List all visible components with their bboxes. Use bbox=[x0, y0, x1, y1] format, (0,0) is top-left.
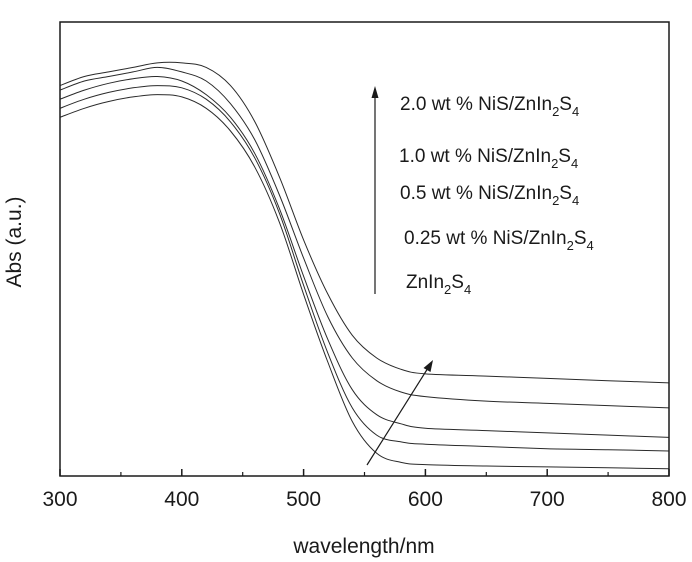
x-tick-label-0: 300 bbox=[42, 488, 77, 511]
x-tick-label-4: 700 bbox=[530, 488, 565, 511]
legend-entry-0: 2.0 wt % NiS/ZnIn2S4 bbox=[400, 94, 579, 119]
x-tick-label-5: 800 bbox=[651, 488, 686, 511]
plot-frame bbox=[59, 21, 670, 477]
series-line-2 bbox=[59, 75, 670, 438]
x-axis-title: wavelength/nm bbox=[292, 535, 434, 558]
series-line-3 bbox=[59, 85, 670, 452]
trend-arrow-head bbox=[423, 360, 433, 372]
annotation-arrows bbox=[366, 86, 433, 466]
legend-entry-3: 0.25 wt % NiS/ZnIn2S4 bbox=[404, 228, 594, 253]
series-line-4 bbox=[59, 94, 670, 470]
trend-arrow-shaft bbox=[366, 367, 429, 466]
series-line-1 bbox=[59, 66, 670, 409]
legend-entry-2: 0.5 wt % NiS/ZnIn2S4 bbox=[400, 183, 579, 208]
legend-entry-1: 1.0 wt % NiS/ZnIn2S4 bbox=[399, 146, 578, 171]
x-tick-label-1: 400 bbox=[164, 488, 199, 511]
legend-entry-4: ZnIn2S4 bbox=[406, 272, 471, 297]
legend: 2.0 wt % NiS/ZnIn2S4 1.0 wt % NiS/ZnIn2S4… bbox=[399, 94, 594, 297]
x-tick-label-2: 500 bbox=[286, 488, 321, 511]
series-layer bbox=[59, 61, 670, 470]
legend-arrow-head bbox=[371, 86, 379, 98]
series-line-0 bbox=[59, 61, 670, 384]
x-axis-ticks: 300 400 500 600 700 800 bbox=[42, 469, 687, 511]
y-axis-title: Abs (a.u.) bbox=[3, 196, 26, 287]
x-tick-label-3: 600 bbox=[408, 488, 443, 511]
